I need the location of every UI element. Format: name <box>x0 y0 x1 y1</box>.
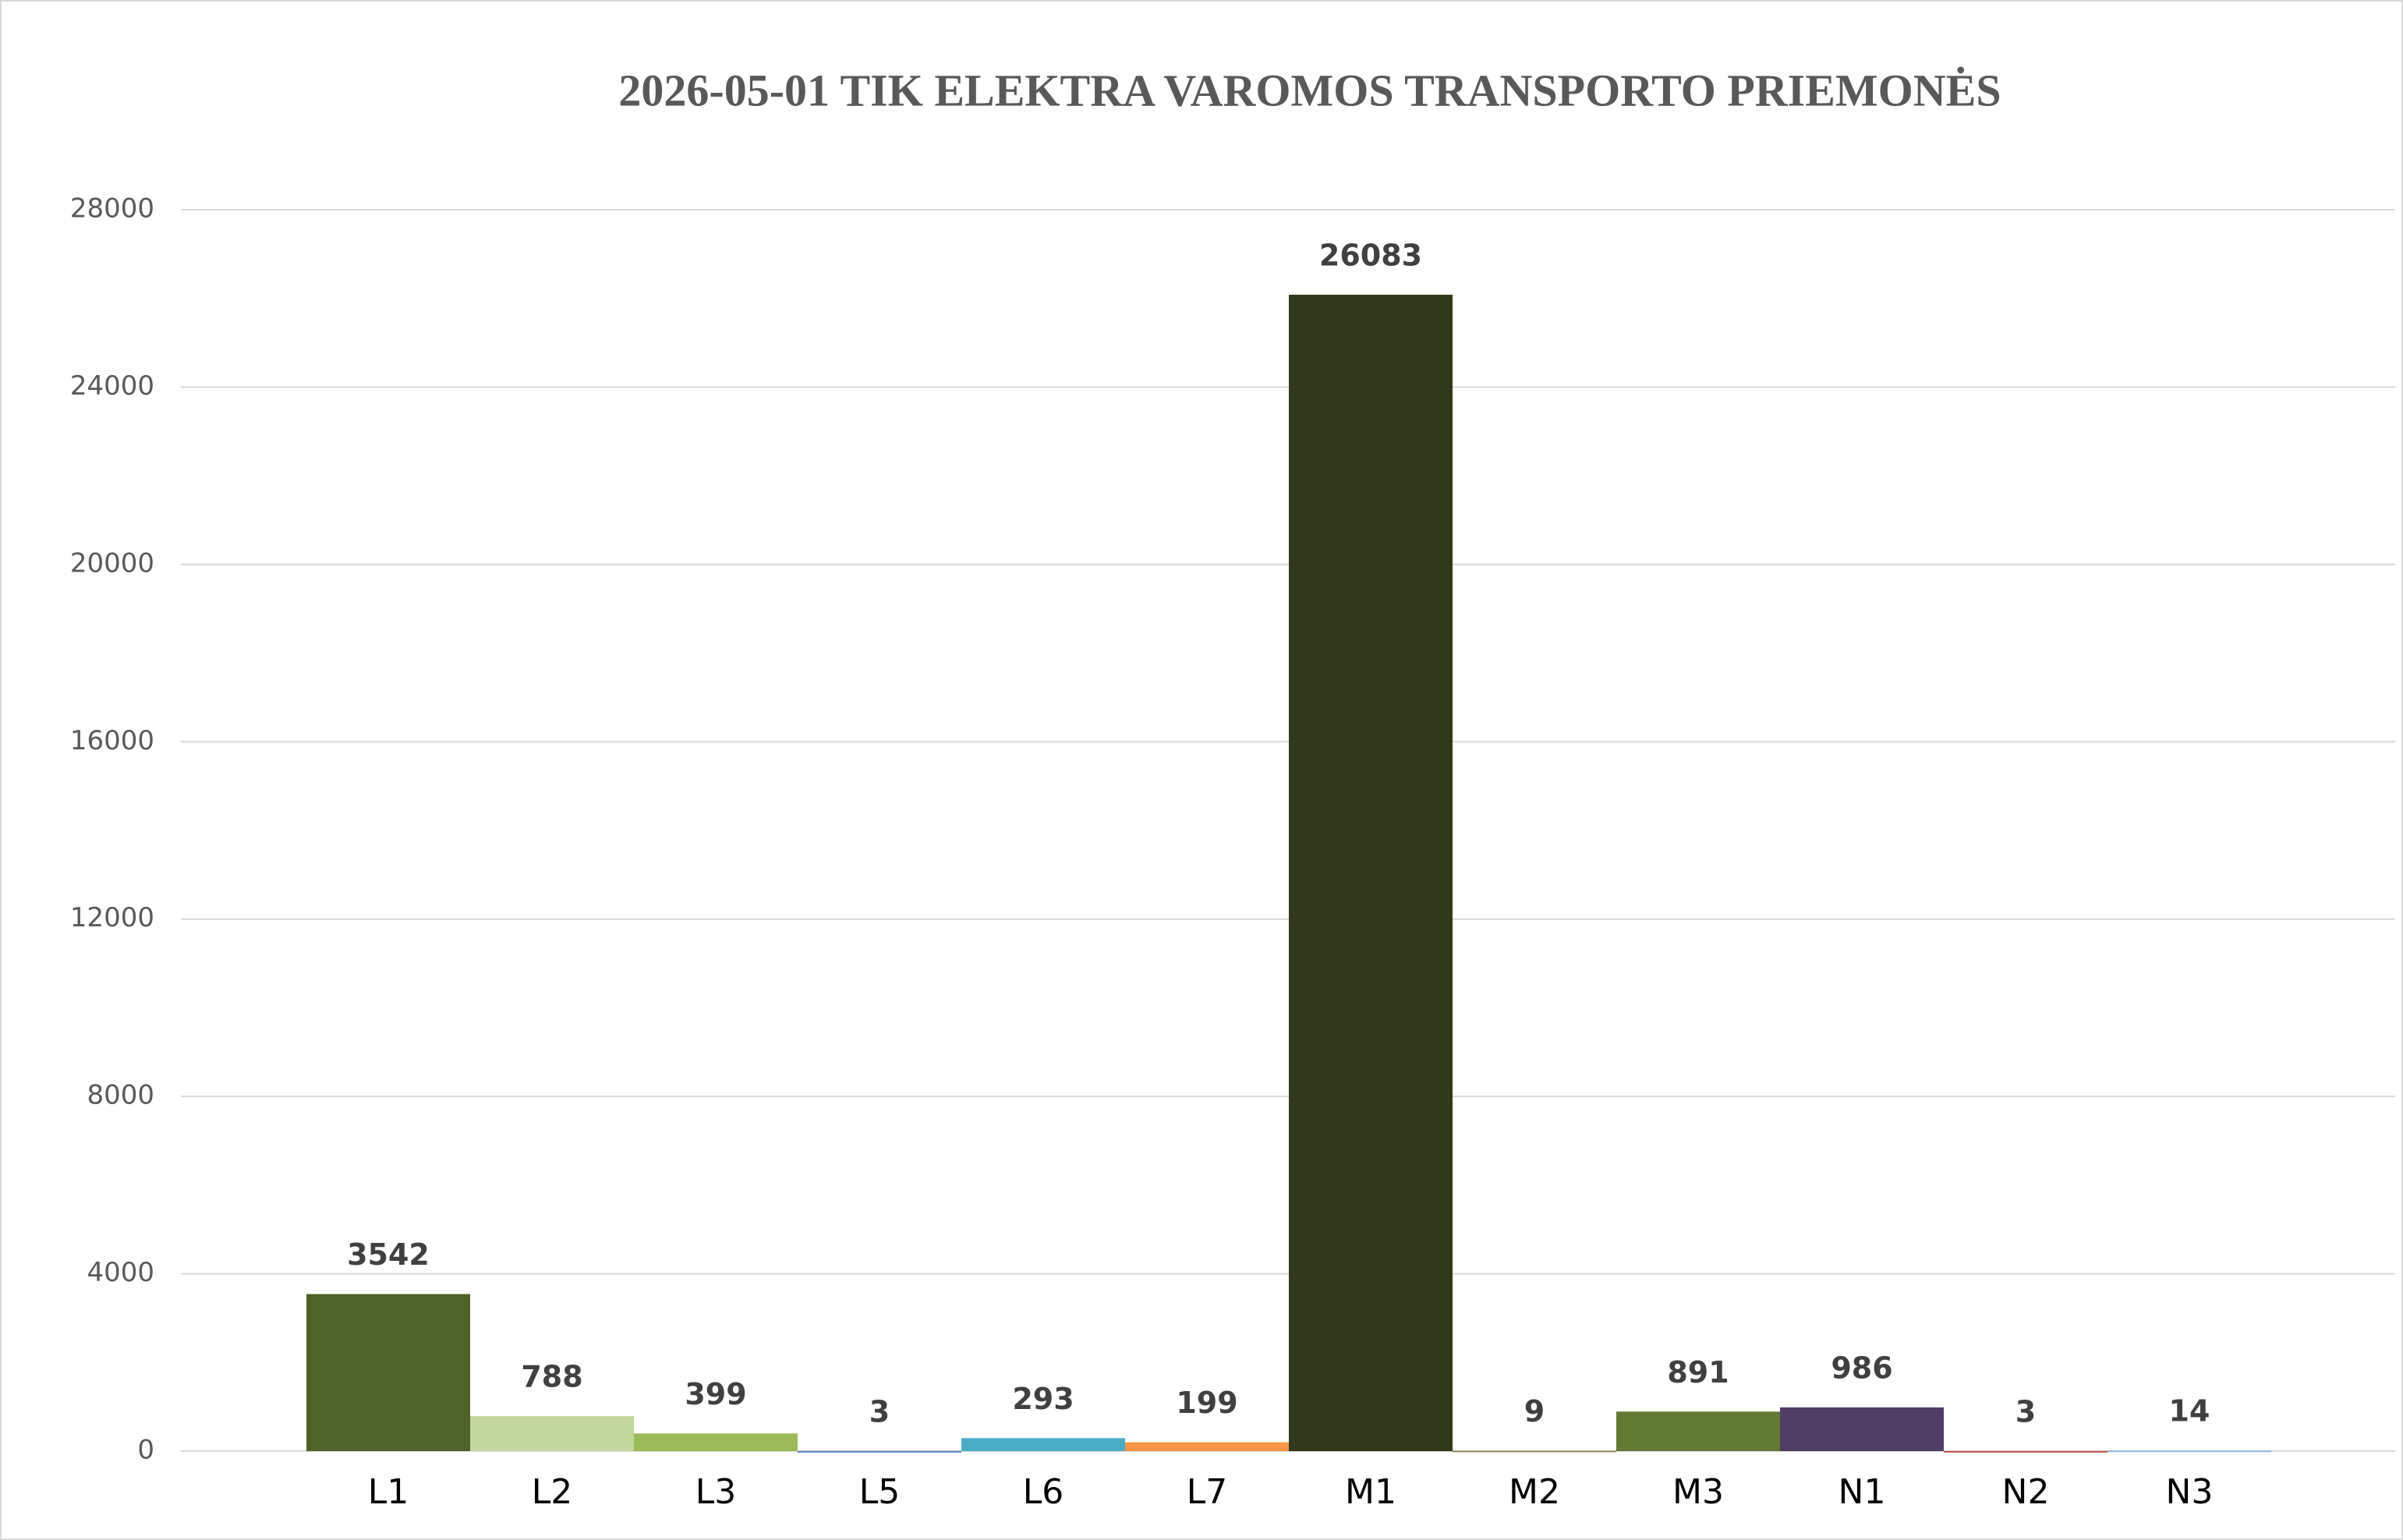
y-tick-label: 8000 <box>87 1080 154 1111</box>
x-tick-label: L6 <box>1023 1472 1064 1512</box>
value-label: 293 <box>1012 1382 1074 1416</box>
x-tick-label: N2 <box>2002 1472 2050 1512</box>
bar <box>961 1438 1125 1451</box>
y-tick-label: 24000 <box>70 370 154 402</box>
bar <box>634 1433 798 1451</box>
value-label: 986 <box>1831 1351 1892 1385</box>
bar <box>798 1450 961 1453</box>
value-label: 788 <box>521 1360 582 1394</box>
value-label: 26083 <box>1319 238 1422 272</box>
bar <box>1944 1450 2107 1453</box>
value-label: 14 <box>2169 1394 2210 1428</box>
y-tick-label: 20000 <box>70 547 154 579</box>
x-tick-label: L7 <box>1187 1472 1228 1512</box>
y-tick-label: 12000 <box>70 902 154 933</box>
chart-title: 2026-05-01 TIK ELEKTRA VAROMOS TRANSPORT… <box>618 65 2001 115</box>
bar <box>306 1294 470 1451</box>
value-label: 399 <box>685 1377 746 1411</box>
bar <box>1125 1442 1289 1451</box>
x-tick-label: L1 <box>368 1472 409 1512</box>
value-label: 3 <box>2015 1394 2036 1428</box>
bar <box>1780 1407 1944 1451</box>
value-label: 199 <box>1176 1386 1237 1420</box>
value-label: 3542 <box>347 1237 430 1272</box>
value-label: 9 <box>1524 1394 1545 1428</box>
x-tick-label: L5 <box>859 1472 901 1512</box>
y-tick-label: 28000 <box>70 193 154 225</box>
bar <box>1616 1411 1780 1451</box>
x-tick-label: M3 <box>1672 1472 1724 1512</box>
x-tick-label: N1 <box>1839 1472 1886 1512</box>
bar <box>1453 1450 1616 1453</box>
y-tick-label: 16000 <box>70 725 154 756</box>
x-tick-label: L2 <box>532 1472 573 1512</box>
bar <box>2107 1450 2271 1453</box>
value-label: 3 <box>869 1394 890 1428</box>
x-tick-label: M2 <box>1509 1472 1560 1512</box>
x-tick-label: L3 <box>695 1472 737 1512</box>
bar <box>1289 294 1453 1452</box>
value-label: 891 <box>1667 1355 1729 1390</box>
x-tick-label: N3 <box>2166 1472 2214 1512</box>
x-tick-label: M1 <box>1345 1472 1396 1512</box>
y-tick-label: 0 <box>137 1435 154 1466</box>
bar <box>470 1416 634 1451</box>
y-tick-label: 4000 <box>87 1257 154 1288</box>
